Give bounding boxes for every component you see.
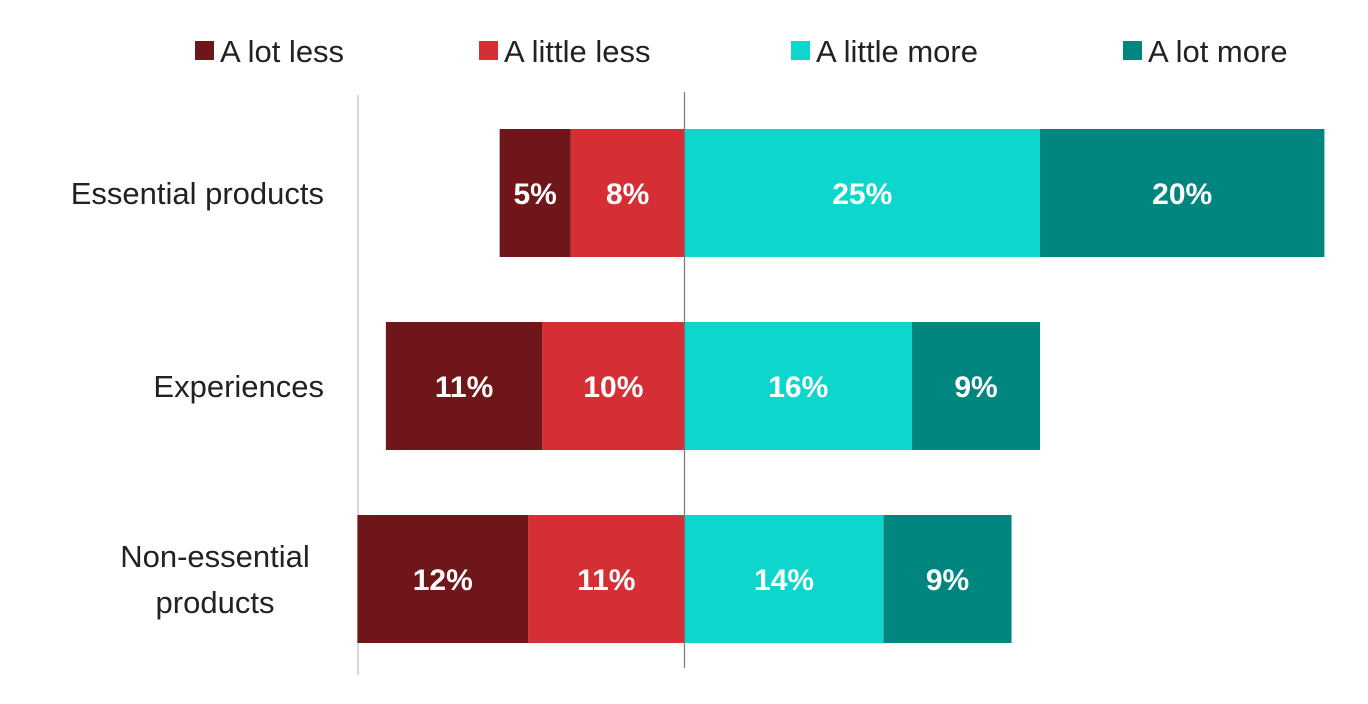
- legend: A lot less A little less A little more A lo…: [195, 34, 1288, 69]
- legend-label-a-little-more: A little more: [816, 34, 978, 69]
- bar-non-essential-products-a-little-more: [684, 515, 884, 643]
- bar-label-non-essential-products-a-little-less: 11%: [577, 564, 635, 597]
- legend-label-a-lot-less: A lot less: [220, 34, 344, 69]
- bar-experiences-a-little-less: [542, 322, 685, 450]
- bar-label-experiences-a-little-more: 16%: [768, 371, 828, 404]
- bar-non-essential-products-a-lot-more: [883, 515, 1012, 643]
- bar-essential-products-a-little-less: [570, 129, 685, 257]
- bar-label-essential-products-a-little-less: 8%: [606, 178, 649, 211]
- bar-label-non-essential-products-a-little-more: 14%: [754, 564, 814, 597]
- category-label-essential-products: Essential products: [71, 176, 324, 211]
- bar-experiences-a-lot-more: [912, 322, 1040, 450]
- bar-experiences-a-lot-less: [385, 322, 543, 450]
- category-label-experiences: Experiences: [153, 369, 324, 404]
- bars: 8% 5% 25% 20% 10% 11% 16% 9% 11% 12% 14% 9%: [357, 129, 1325, 643]
- bar-label-experiences-a-lot-more: 9%: [954, 371, 997, 404]
- bar-label-experiences-a-lot-less: 11%: [435, 371, 493, 404]
- bar-label-essential-products-a-little-more: 25%: [832, 178, 892, 211]
- bar-label-essential-products-a-lot-more: 20%: [1152, 178, 1212, 211]
- bar-experiences-a-little-more: [684, 322, 913, 450]
- legend-swatch-a-little-more: [791, 41, 810, 60]
- legend-swatch-a-lot-less: [195, 41, 214, 60]
- bar-non-essential-products-a-lot-less: [357, 515, 529, 643]
- bar-non-essential-products-a-little-less: [528, 515, 685, 643]
- bar-label-experiences-a-little-less: 10%: [583, 371, 643, 404]
- category-label-non-essential-products-line-2: products: [156, 585, 275, 620]
- bar-label-essential-products-a-lot-less: 5%: [514, 178, 557, 211]
- bar-essential-products-a-little-more: [684, 129, 1040, 257]
- bar-essential-products-a-lot-less: [499, 129, 571, 257]
- bar-label-non-essential-products-a-lot-more: 9%: [926, 564, 969, 597]
- legend-swatch-a-lot-more: [1123, 41, 1142, 60]
- legend-swatch-a-little-less: [479, 41, 498, 60]
- bar-essential-products-a-lot-more: [1040, 129, 1325, 257]
- legend-label-a-lot-more: A lot more: [1148, 34, 1288, 69]
- legend-label-a-little-less: A little less: [504, 34, 650, 69]
- category-labels: Essential products Experiences Non-essenti…: [71, 176, 324, 620]
- category-label-non-essential-products-line-1: Non-essential: [120, 539, 310, 574]
- bar-label-non-essential-products-a-lot-less: 12%: [413, 564, 473, 597]
